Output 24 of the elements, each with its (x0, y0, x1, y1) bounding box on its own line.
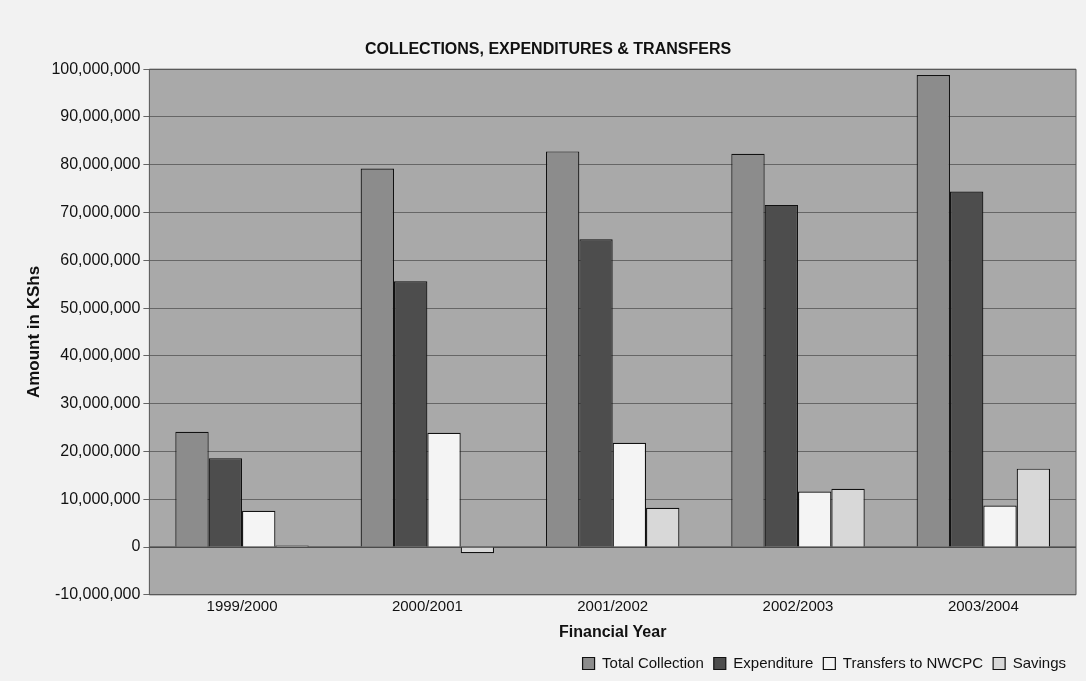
y-tick-label: -10,000,000 (54, 585, 141, 603)
chart-title: COLLECTIONS, EXPENDITURES & TRANSFERS (364, 40, 732, 58)
y-tick-label: 60,000,000 (60, 250, 141, 268)
legend-label: Expenditure (733, 653, 814, 671)
x-tick-label: 1999/2000 (206, 596, 278, 614)
x-tick-label: 2001/2002 (577, 596, 649, 614)
x-axis-title: Financial Year (559, 622, 667, 640)
y-tick-label: 80,000,000 (60, 155, 141, 173)
legend-label: Savings (1012, 653, 1067, 671)
y-tick-label: 100,000,000 (51, 59, 141, 77)
y-tick-label: 0 (131, 537, 141, 555)
x-tick-label: 2002/2003 (762, 596, 834, 614)
y-tick-label: 40,000,000 (60, 346, 141, 364)
y-tick-label: 70,000,000 (60, 202, 141, 220)
y-tick-label: 20,000,000 (60, 441, 141, 459)
x-tick-label: 2003/2004 (947, 596, 1019, 614)
y-tick-label: 90,000,000 (60, 107, 141, 125)
x-tick-label: 2000/2001 (391, 596, 463, 614)
y-tick-label: 50,000,000 (60, 298, 141, 316)
y-tick-label: 30,000,000 (60, 394, 141, 412)
legend-label: Total Collection (602, 653, 704, 671)
y-axis-title: Amount in KShs (23, 265, 43, 399)
legend-label: Transfers to NWCPC (842, 653, 984, 671)
y-tick-label: 10,000,000 (60, 489, 141, 507)
